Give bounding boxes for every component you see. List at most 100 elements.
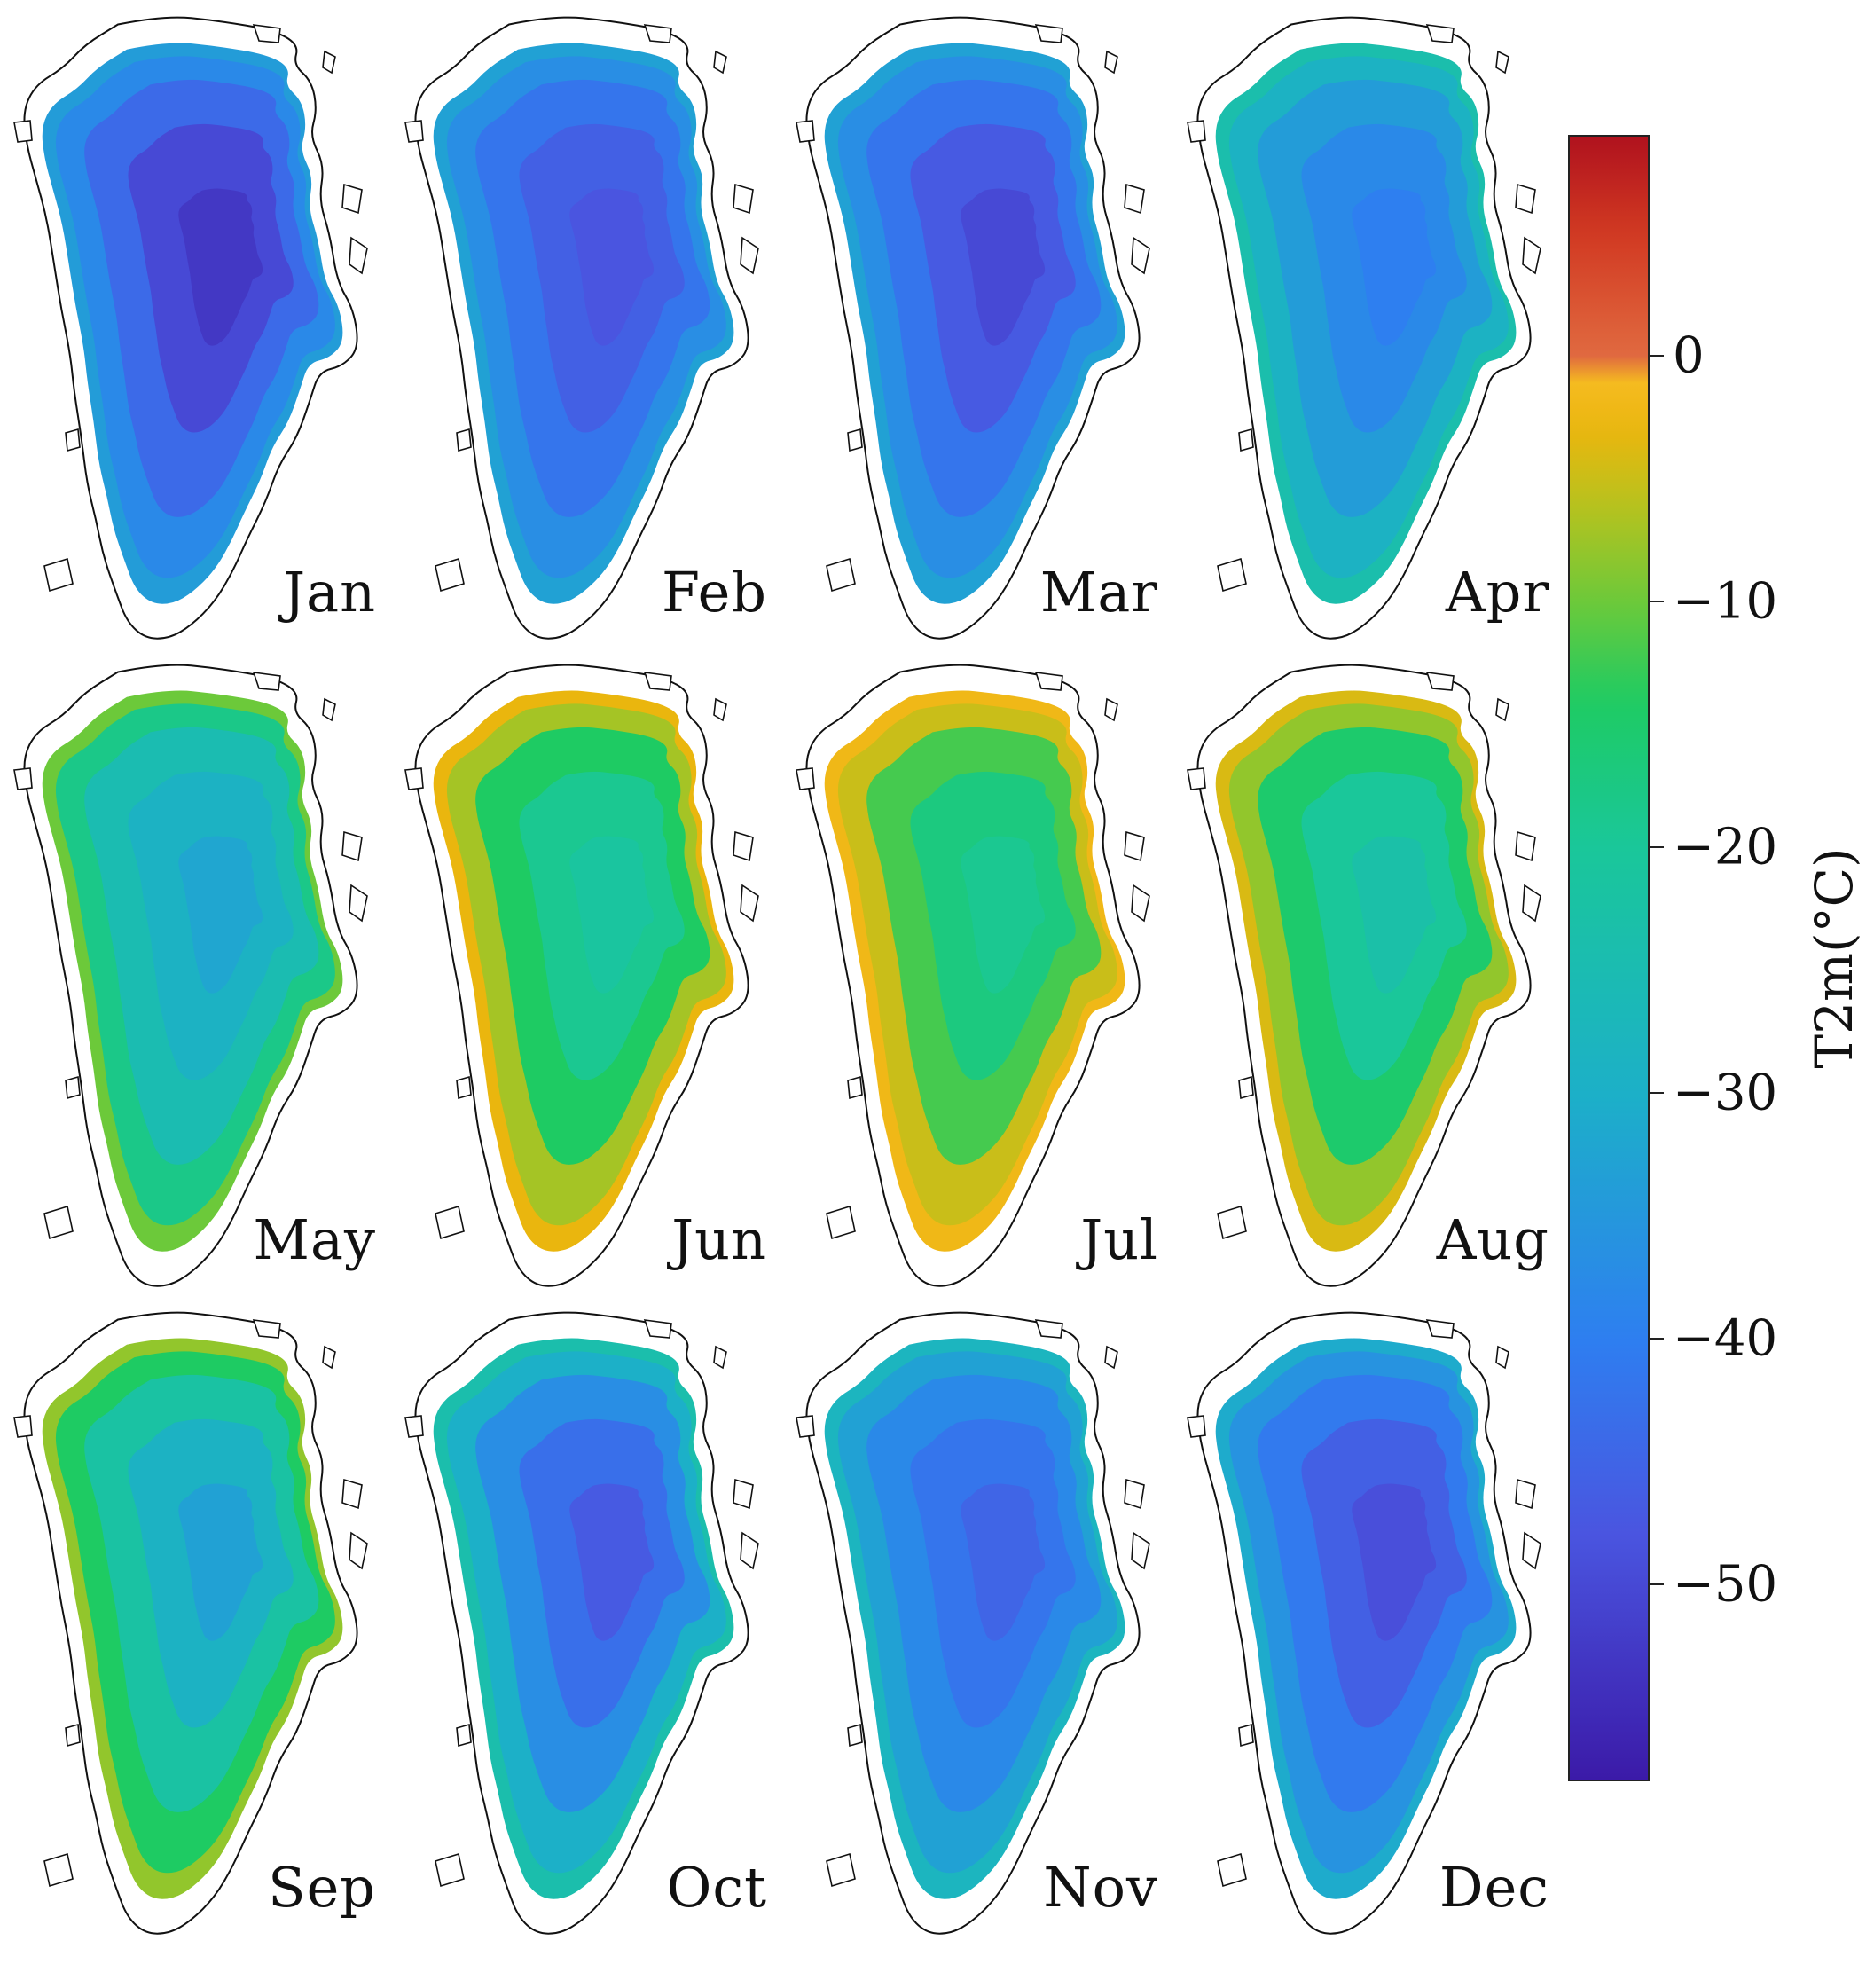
colorbar-tick-label: −30 <box>1673 1064 1778 1122</box>
map-panel-aug: Aug <box>1187 664 1569 1302</box>
coastal-island <box>43 1205 74 1240</box>
coastal-island <box>1238 428 1254 452</box>
temperature-band <box>178 836 263 994</box>
map-panel-may: May <box>13 664 396 1302</box>
coastal-island <box>1515 1478 1536 1510</box>
coastal-island <box>456 428 472 452</box>
coastal-island <box>404 767 424 790</box>
coastal-island <box>435 1852 465 1888</box>
coastal-island <box>1104 697 1118 722</box>
coastal-island <box>1515 183 1536 215</box>
coastal-island <box>1425 1319 1455 1339</box>
coastal-island <box>1238 1723 1254 1748</box>
coastal-island <box>1522 884 1541 923</box>
temperature-band <box>1352 188 1437 346</box>
coastal-island <box>1034 1319 1063 1339</box>
colorbar <box>1568 135 1650 1781</box>
month-label: Aug <box>1436 1207 1549 1272</box>
coastal-island <box>43 1852 74 1888</box>
colorbar-tick-label: −50 <box>1673 1555 1778 1614</box>
colorbar-tick <box>1650 1338 1664 1340</box>
temperature-band <box>569 1483 655 1641</box>
temperature-band <box>1352 836 1437 994</box>
month-label: Mar <box>1039 560 1158 625</box>
coastal-island <box>847 1723 863 1748</box>
month-label: Jun <box>671 1207 767 1272</box>
temperature-band <box>961 1483 1046 1641</box>
map-panel-nov: Nov <box>796 1311 1178 1950</box>
coastal-island <box>796 1415 815 1438</box>
coastal-island <box>349 1531 368 1570</box>
month-label: Oct <box>666 1855 767 1920</box>
coastal-island <box>435 557 465 593</box>
coastal-island <box>826 557 856 593</box>
coastal-island <box>733 183 754 215</box>
month-label: Dec <box>1439 1855 1549 1920</box>
greenland-map <box>13 16 368 640</box>
coastal-island <box>1495 50 1509 75</box>
coastal-island <box>65 428 81 452</box>
coastal-island <box>733 830 754 862</box>
colorbar-label: T2m(°C) <box>1804 847 1864 1069</box>
coastal-island <box>456 1075 472 1100</box>
colorbar-tick <box>1650 355 1664 358</box>
temperature-band <box>961 188 1046 346</box>
coastal-island <box>1034 672 1063 691</box>
coastal-island <box>713 1345 727 1370</box>
colorbar-tick <box>1650 601 1664 603</box>
coastal-island <box>643 1319 672 1339</box>
greenland-map <box>404 16 759 640</box>
temperature-band <box>961 836 1046 994</box>
coastal-island <box>13 767 33 790</box>
month-label: Jul <box>1080 1207 1158 1272</box>
greenland-map <box>1187 1311 1541 1935</box>
coastal-island <box>643 672 672 691</box>
coastal-island <box>1124 183 1145 215</box>
coastal-island <box>341 830 363 862</box>
coastal-island <box>456 1723 472 1748</box>
coastal-island <box>252 1319 281 1339</box>
temperature-band <box>178 1483 263 1641</box>
coastal-island <box>252 672 281 691</box>
map-panel-mar: Mar <box>796 16 1178 655</box>
coastal-island <box>1425 24 1455 43</box>
coastal-island <box>740 236 759 275</box>
greenland-map <box>13 1311 368 1935</box>
temperature-band <box>1352 1483 1437 1641</box>
coastal-island <box>1522 1531 1541 1570</box>
coastal-island <box>826 1852 856 1888</box>
greenland-map <box>796 16 1150 640</box>
month-label: Feb <box>661 560 767 625</box>
greenland-map <box>13 664 368 1287</box>
coastal-island <box>847 428 863 452</box>
coastal-island <box>1124 830 1145 862</box>
coastal-island <box>1104 50 1118 75</box>
month-label: Sep <box>268 1855 376 1920</box>
coastal-island <box>1187 120 1206 143</box>
coastal-island <box>404 1415 424 1438</box>
temperature-band <box>569 836 655 994</box>
coastal-island <box>1131 884 1150 923</box>
coastal-island <box>1131 1531 1150 1570</box>
coastal-island <box>349 884 368 923</box>
coastal-island <box>643 24 672 43</box>
coastal-island <box>341 183 363 215</box>
coastal-island <box>65 1075 81 1100</box>
coastal-island <box>1495 1345 1509 1370</box>
map-panel-feb: Feb <box>404 16 787 655</box>
coastal-island <box>796 767 815 790</box>
coastal-island <box>1217 557 1247 593</box>
colorbar-tick-label: −40 <box>1673 1309 1778 1368</box>
temperature-band <box>178 188 263 346</box>
colorbar-tick-label: 0 <box>1673 326 1705 385</box>
month-label: Jan <box>283 560 376 625</box>
coastal-island <box>1034 24 1063 43</box>
map-panel-jun: Jun <box>404 664 787 1302</box>
colorbar-tick <box>1650 1583 1664 1586</box>
coastal-island <box>322 50 336 75</box>
map-panel-sep: Sep <box>13 1311 396 1950</box>
coastal-island <box>826 1205 856 1240</box>
coastal-island <box>322 1345 336 1370</box>
coastal-island <box>740 1531 759 1570</box>
